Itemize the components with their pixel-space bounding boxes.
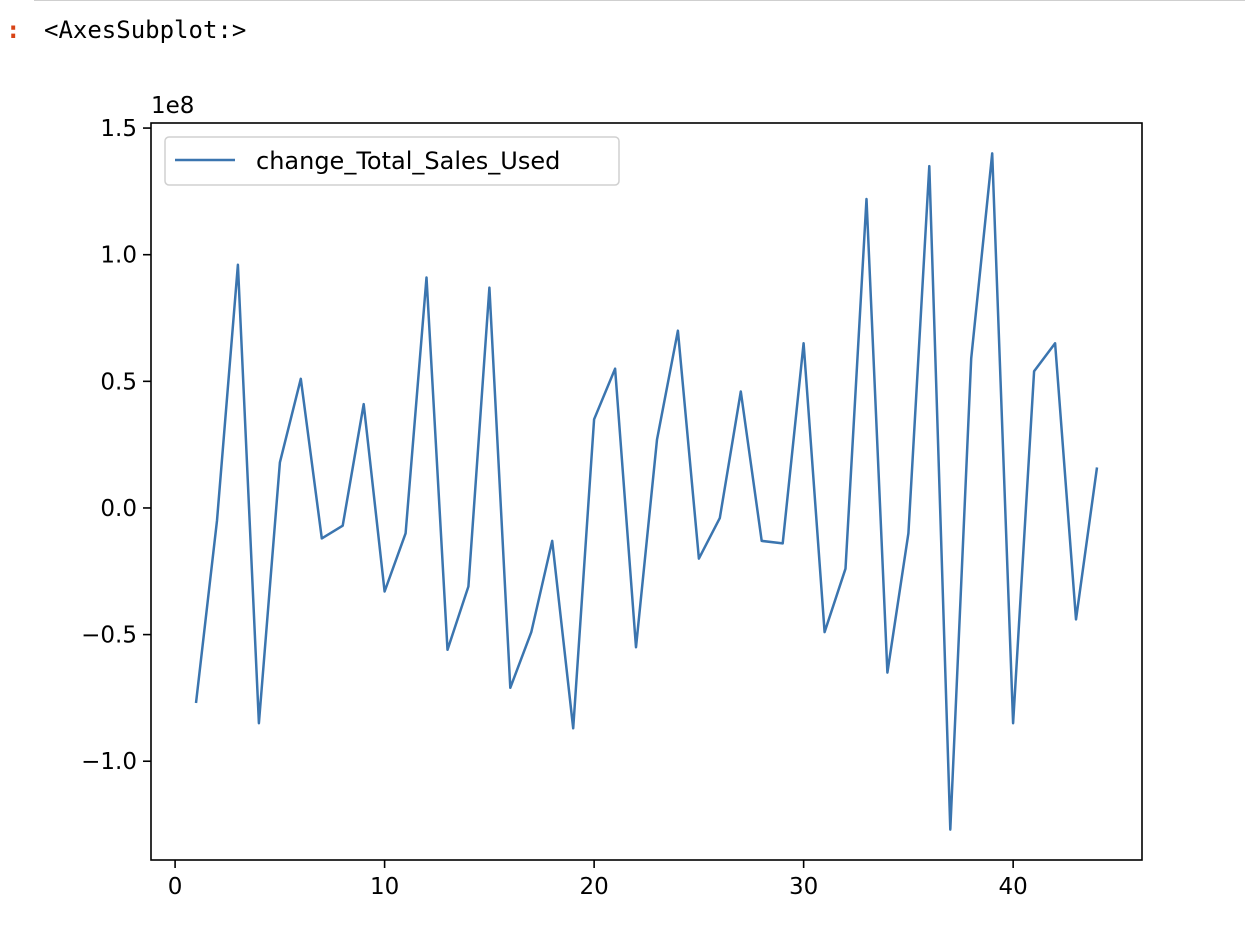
output-text: <AxesSubplot:> (44, 16, 247, 44)
y-tick-label: 1.0 (100, 243, 137, 269)
y-tick-label: 1.5 (100, 116, 137, 142)
output-prompt: : (6, 16, 21, 44)
y-offset-label: 1e8 (151, 93, 194, 119)
x-tick-label: 10 (370, 874, 399, 900)
legend-box (164, 136, 620, 186)
cell-top-border (34, 0, 1245, 1)
y-tick-label: −1.0 (81, 749, 137, 775)
series-line-0 (194, 152, 1099, 831)
y-tick-label: −0.5 (81, 623, 137, 649)
plot-area (194, 152, 1099, 831)
y-tick-label: 0.0 (100, 496, 137, 522)
x-tick-label: 0 (168, 874, 183, 900)
x-tick-label: 40 (999, 874, 1028, 900)
x-axis: 0 10 20 30 40 (168, 860, 1028, 900)
legend-label: change_Total_Sales_Used (256, 147, 560, 175)
y-axis: −1.0 −0.5 0.0 0.5 1.0 1.5 (81, 116, 151, 775)
x-tick-label: 20 (579, 874, 608, 900)
legend: change_Total_Sales_Used (164, 136, 620, 186)
axes-frame (150, 122, 1143, 861)
y-tick-label: 0.5 (100, 369, 137, 395)
x-tick-label: 30 (789, 874, 818, 900)
